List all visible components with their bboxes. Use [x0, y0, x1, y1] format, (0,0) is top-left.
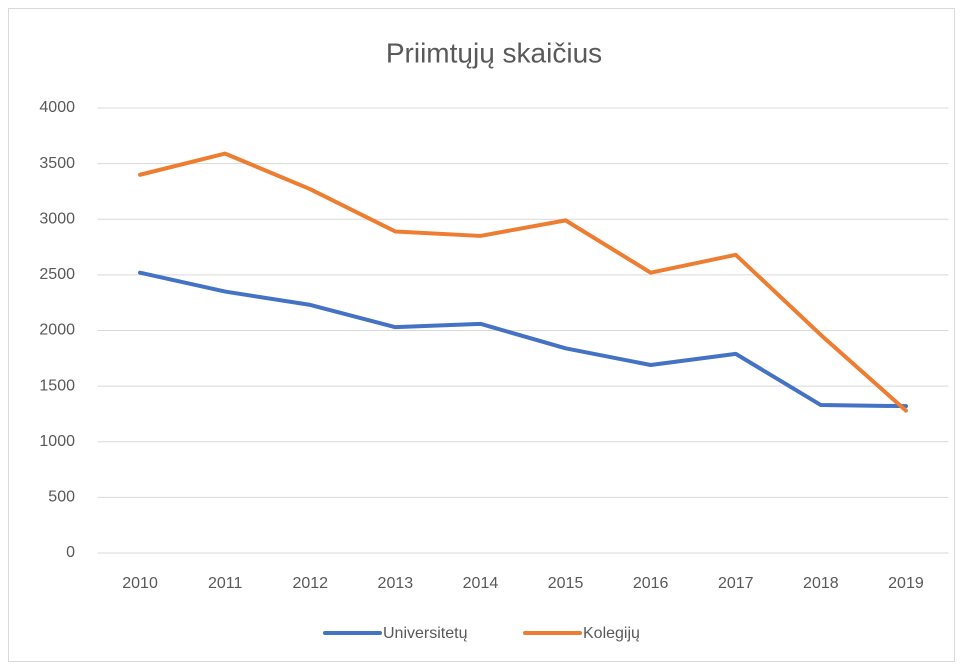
x-tick-label: 2014: [463, 575, 499, 592]
legend-label: Kolegijų: [583, 625, 640, 642]
x-tick-label: 2018: [803, 575, 839, 592]
y-tick-label: 0: [66, 544, 75, 561]
x-tick-label: 2017: [718, 575, 754, 592]
x-tick-label: 2010: [122, 575, 158, 592]
chart-frame: [8, 8, 955, 662]
y-tick-label: 2500: [39, 266, 75, 283]
x-tick-label: 2016: [633, 575, 669, 592]
x-tick-label: 2015: [548, 575, 584, 592]
x-tick-label: 2012: [292, 575, 328, 592]
y-tick-label: 4000: [39, 99, 75, 116]
x-tick-label: 2013: [378, 575, 414, 592]
y-tick-label: 1000: [39, 433, 75, 450]
y-tick-label: 2000: [39, 322, 75, 339]
y-tick-label: 1500: [39, 377, 75, 394]
y-tick-label: 3000: [39, 210, 75, 227]
legend-label: Universitetų: [383, 625, 468, 642]
data-line: [138, 151, 908, 413]
data-line: [138, 270, 908, 409]
y-tick-label: 3500: [39, 155, 75, 172]
y-tick-label: 500: [48, 489, 75, 506]
chart-title: Priimtųjų skaičius: [386, 37, 602, 68]
x-tick-label: 2019: [888, 575, 924, 592]
x-tick-label: 2011: [208, 575, 243, 592]
